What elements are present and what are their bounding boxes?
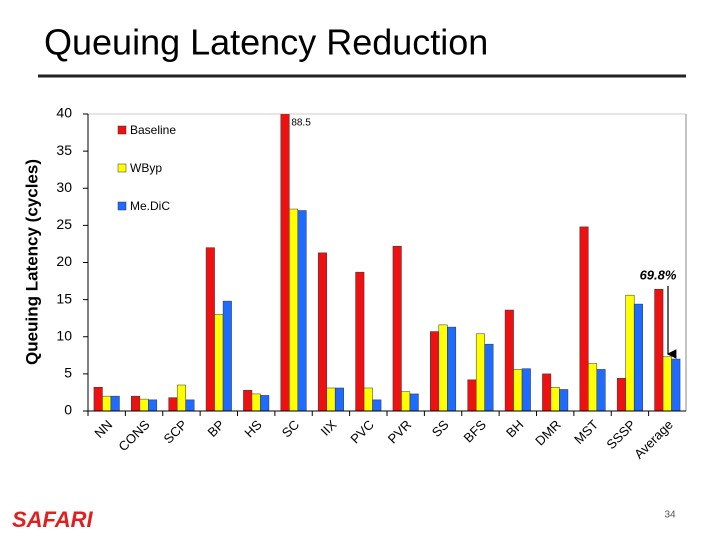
- bar: [260, 395, 270, 411]
- x-tick-label: NN: [91, 417, 115, 441]
- bar: [102, 395, 112, 411]
- x-tick-label: Average: [631, 417, 676, 462]
- bar: [559, 389, 569, 411]
- y-tick-label: 20: [56, 253, 72, 269]
- x-tick-label: IIX: [318, 417, 340, 439]
- page-number: 34: [664, 510, 676, 521]
- bar: [110, 395, 120, 411]
- y-tick-label: 25: [56, 216, 72, 232]
- bar: [409, 393, 419, 411]
- bar: [131, 395, 141, 411]
- bar: [625, 294, 635, 411]
- y-tick-label: 35: [56, 142, 72, 158]
- bar: [148, 399, 158, 411]
- bar: [438, 324, 448, 411]
- x-tick-label: PVC: [347, 417, 377, 447]
- y-tick-label: 15: [56, 290, 72, 306]
- bar: [484, 343, 494, 411]
- bar: [579, 226, 589, 411]
- legend-label: WByp: [130, 161, 162, 175]
- x-tick-label: SCP: [160, 417, 190, 447]
- bar: [588, 363, 598, 411]
- bar: [392, 245, 402, 411]
- x-tick-label: BFS: [460, 417, 489, 446]
- y-tick-label: 40: [56, 105, 72, 121]
- bar: [317, 252, 327, 411]
- bar: [475, 333, 485, 411]
- bar: [93, 386, 103, 411]
- x-tick-label: MST: [571, 417, 601, 447]
- bar: [297, 210, 307, 411]
- x-tick-label: SS: [429, 417, 452, 440]
- bar: [251, 393, 261, 411]
- bar: [372, 399, 382, 411]
- x-tick-label: SC: [279, 417, 302, 440]
- bar: [616, 378, 626, 411]
- bar: [662, 356, 672, 411]
- bar: [521, 368, 531, 411]
- annotation: 69.8%: [640, 267, 677, 282]
- bar: [513, 369, 523, 411]
- y-tick-label: 0: [64, 402, 72, 418]
- slide-title: Queuing Latency Reduction: [44, 22, 488, 63]
- y-axis-label: Queuing Latency (cycles): [22, 159, 41, 365]
- legend-label: Baseline: [130, 123, 176, 137]
- bar: [168, 397, 178, 411]
- bar: [289, 208, 299, 411]
- bar: [671, 358, 681, 411]
- bars: [93, 114, 681, 411]
- legend-swatch: [117, 125, 127, 135]
- bar: [355, 271, 365, 411]
- y-tick-label: 30: [56, 179, 72, 195]
- bar: [139, 398, 149, 411]
- x-tick-label: DMR: [532, 417, 564, 449]
- bar: [542, 373, 552, 411]
- x-tick-label: PVR: [385, 417, 415, 447]
- bar: [654, 288, 664, 411]
- value-label: 88.5: [291, 118, 311, 129]
- bar: [447, 326, 457, 411]
- y-tick-label: 5: [64, 365, 72, 381]
- legend-label: Me.DiC: [130, 199, 170, 213]
- bar: [214, 314, 224, 411]
- x-tick-label: HS: [241, 417, 265, 441]
- bar: [550, 386, 560, 411]
- bar: [205, 247, 215, 411]
- bar: [504, 309, 514, 411]
- bar: [334, 387, 344, 411]
- legend-swatch: [117, 163, 127, 173]
- bar: [363, 387, 373, 411]
- bar: [222, 300, 232, 411]
- legend-swatch: [117, 201, 127, 211]
- x-tick-label: BP: [204, 417, 227, 440]
- bar: [243, 389, 253, 411]
- bar: [326, 387, 336, 411]
- bar: [467, 379, 477, 411]
- x-tick-label: BH: [503, 417, 526, 440]
- x-tick-label: SSSP: [603, 417, 638, 452]
- bar: [596, 369, 606, 411]
- bar: [401, 391, 411, 411]
- bar: [176, 384, 186, 411]
- x-tick-label: CONS: [115, 417, 152, 454]
- y-tick-label: 10: [56, 327, 72, 343]
- logo: SAFARI: [12, 507, 94, 532]
- bar: [185, 399, 195, 411]
- bar: [633, 303, 643, 411]
- bar: [430, 331, 440, 411]
